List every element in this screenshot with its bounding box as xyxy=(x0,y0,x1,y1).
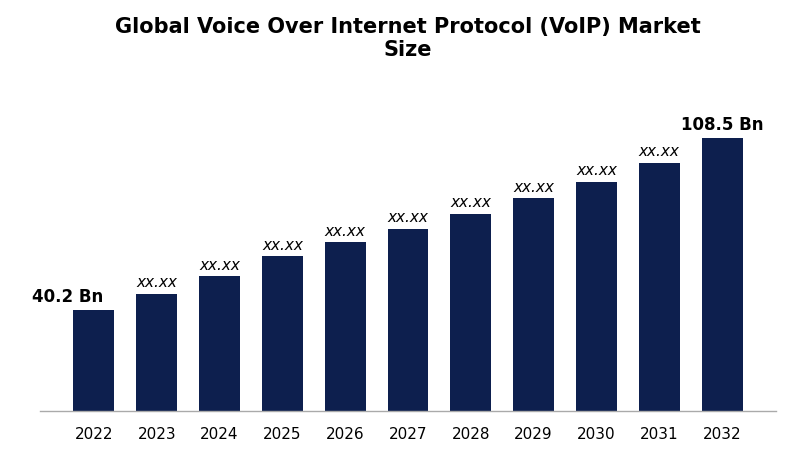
Bar xyxy=(576,182,617,411)
Text: xx.xx: xx.xx xyxy=(514,180,554,195)
Text: xx.xx: xx.xx xyxy=(199,258,240,273)
Title: Global Voice Over Internet Protocol (VoIP) Market
Size: Global Voice Over Internet Protocol (VoI… xyxy=(115,17,701,60)
Text: xx.xx: xx.xx xyxy=(325,224,366,239)
Text: xx.xx: xx.xx xyxy=(639,144,680,160)
Bar xyxy=(74,310,114,411)
Text: xx.xx: xx.xx xyxy=(450,195,491,210)
Bar xyxy=(450,213,491,411)
Bar xyxy=(639,163,680,411)
Bar xyxy=(199,276,240,411)
Bar xyxy=(262,256,302,411)
Text: xx.xx: xx.xx xyxy=(576,163,617,178)
Bar xyxy=(387,229,429,411)
Bar xyxy=(325,242,366,411)
Bar xyxy=(514,198,554,411)
Text: xx.xx: xx.xx xyxy=(136,275,177,290)
Text: 108.5 Bn: 108.5 Bn xyxy=(681,116,763,134)
Bar xyxy=(136,294,177,411)
Text: 40.2 Bn: 40.2 Bn xyxy=(32,288,103,306)
Bar xyxy=(702,138,742,411)
Text: xx.xx: xx.xx xyxy=(387,210,429,225)
Text: xx.xx: xx.xx xyxy=(262,238,302,253)
